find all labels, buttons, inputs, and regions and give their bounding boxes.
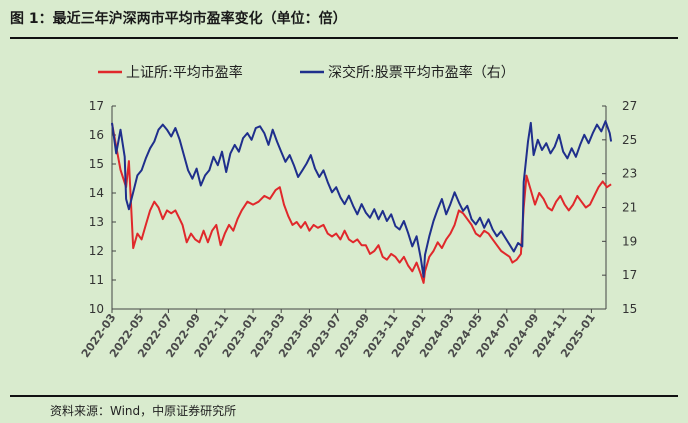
left-y-tick-label: 17 [89, 99, 104, 113]
left-y-tick-label: 14 [89, 186, 104, 200]
legend-label: 深交所:股票平均市盈率（右） [328, 64, 515, 81]
legend-label: 上证所:平均市盈率 [126, 64, 243, 81]
series-line-shanghai [111, 123, 612, 284]
right-y-tick-label: 15 [622, 302, 637, 316]
left-y-tick-label: 12 [89, 244, 104, 258]
right-y-tick-label: 23 [622, 167, 637, 181]
right-y-tick-label: 21 [622, 201, 637, 215]
title-rule [10, 37, 678, 39]
left-y-tick-label: 13 [89, 215, 104, 229]
left-y-tick-label: 16 [89, 128, 104, 142]
chart-title: 图 1：最近三年沪深两市平均市盈率变化（单位：倍） [10, 11, 347, 27]
right-y-tick-label: 19 [622, 234, 637, 248]
source-note: 资料来源：Wind，中原证券研究所 [50, 404, 237, 418]
left-y-tick-label: 15 [89, 157, 104, 171]
left-y-tick-label: 10 [89, 302, 104, 316]
right-y-tick-label: 27 [622, 99, 637, 113]
footer-rule [10, 395, 678, 397]
left-y-tick-label: 11 [89, 273, 104, 287]
right-y-tick-label: 17 [622, 268, 637, 282]
right-y-tick-label: 25 [622, 133, 637, 147]
series-line-shenzhen [111, 120, 613, 278]
